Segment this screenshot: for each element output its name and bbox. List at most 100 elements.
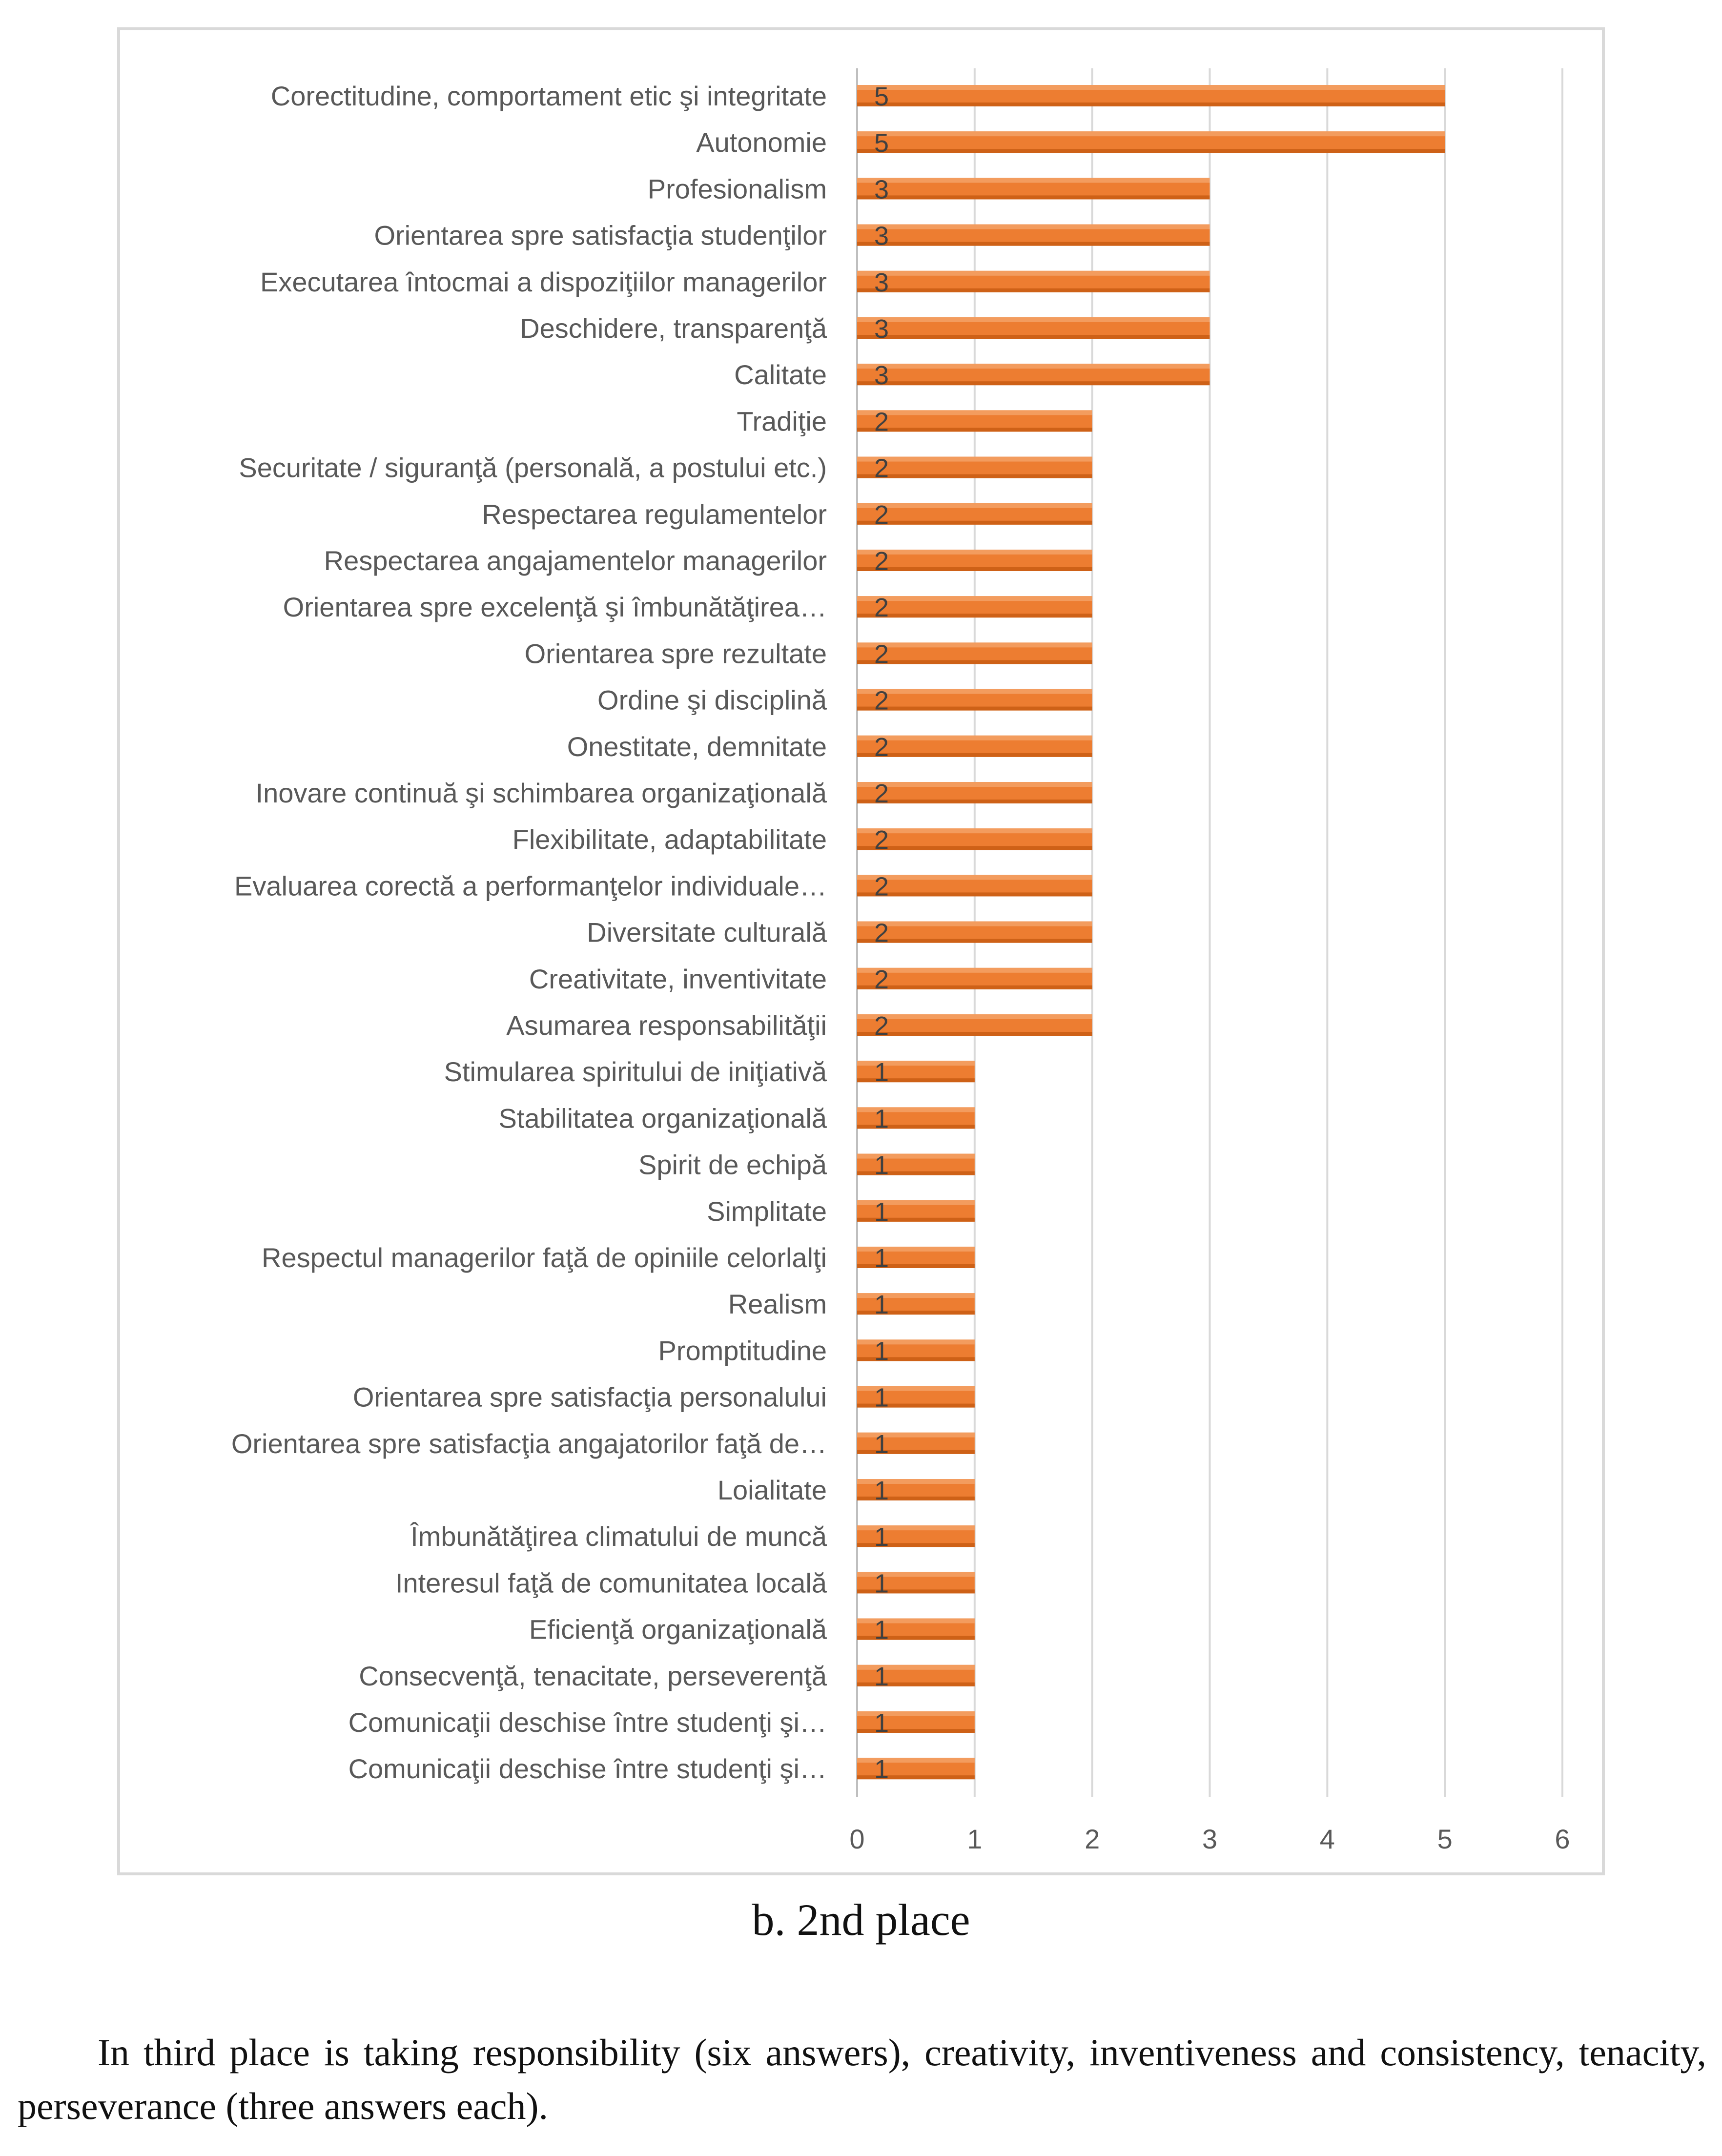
bar-group	[857, 1525, 975, 1547]
bar-group	[857, 875, 1092, 897]
bar-highlight	[857, 1293, 975, 1298]
bar-group	[857, 967, 1092, 989]
bar-shadow	[857, 800, 1092, 803]
bar-highlight	[857, 967, 1092, 973]
bar-highlight	[857, 875, 1092, 880]
category-label: Eficienţă organizaţională	[529, 1614, 827, 1645]
data-label: 1	[874, 1336, 889, 1366]
bar-highlight	[857, 1432, 975, 1437]
bar-shadow	[857, 660, 1092, 664]
data-label: 1	[874, 1290, 889, 1319]
bar-shadow	[857, 195, 1210, 200]
data-label: 1	[874, 1197, 889, 1227]
bar-highlight	[857, 1711, 975, 1716]
bar-chart: Corectitudine, comportament etic şi inte…	[231, 68, 1570, 1854]
bar-highlight	[857, 410, 1092, 415]
data-label: 2	[874, 779, 889, 808]
bar-group	[857, 921, 1092, 943]
bar-group	[857, 178, 1210, 200]
bar-group	[857, 596, 1092, 618]
bar-shadow	[857, 939, 1092, 943]
category-label: Loialitate	[718, 1475, 827, 1505]
bar-highlight	[857, 1339, 975, 1345]
bar-group	[857, 1664, 975, 1686]
bar-shadow	[857, 1264, 975, 1268]
bar-group	[857, 1014, 1092, 1036]
bar-group	[857, 1200, 975, 1222]
category-label: Respectul managerilor faţă de opiniile c…	[262, 1242, 827, 1273]
category-label: Spirit de echipă	[638, 1150, 827, 1180]
bar-shadow	[857, 1450, 975, 1454]
data-label: 2	[874, 965, 889, 994]
category-label: Autonomie	[696, 127, 827, 158]
bar-highlight	[857, 317, 1210, 322]
bar-group	[857, 689, 1092, 711]
data-label: 2	[874, 454, 889, 483]
bar-shadow	[857, 753, 1092, 757]
bar-group	[857, 1758, 975, 1780]
data-label: 1	[874, 1244, 889, 1273]
bar-shadow	[857, 1682, 975, 1686]
bar-group	[857, 1293, 975, 1315]
bar-shadow	[857, 1125, 975, 1129]
bar-group	[857, 317, 1210, 339]
bar-group	[857, 1711, 975, 1733]
x-tick-label: 1	[967, 1824, 982, 1854]
bar-group	[857, 1107, 975, 1129]
bar-shadow	[857, 985, 1092, 989]
bar-shadow	[857, 1543, 975, 1547]
category-label: Orientarea spre satisfacţia personalului	[353, 1382, 827, 1413]
data-label: 1	[874, 1708, 889, 1738]
bar-shadow	[857, 1171, 975, 1175]
bar-shadow	[857, 474, 1092, 478]
data-label: 2	[874, 733, 889, 762]
category-label: Calitate	[734, 359, 827, 390]
bar-shadow	[857, 1078, 975, 1083]
bar-shadow	[857, 846, 1092, 850]
bar-highlight	[857, 1200, 975, 1205]
category-label: Evaluarea corectă a performanţelor indiv…	[234, 870, 827, 901]
bar-highlight	[857, 921, 1092, 926]
bar-shadow	[857, 706, 1092, 711]
data-label: 5	[874, 82, 889, 111]
bar-highlight	[857, 735, 1092, 740]
category-label: Corectitudine, comportament etic şi inte…	[271, 81, 827, 111]
bar-highlight	[857, 178, 1210, 183]
bar-highlight	[857, 1479, 975, 1484]
category-label: Flexibilitate, adaptabilitate	[512, 824, 827, 855]
data-label: 1	[874, 1755, 889, 1784]
bar-shadow	[857, 1403, 975, 1408]
bar-shadow	[857, 892, 1092, 897]
data-label: 3	[874, 175, 889, 204]
data-label: 2	[874, 825, 889, 855]
bar-shadow	[857, 1032, 1092, 1036]
bar-highlight	[857, 1758, 975, 1763]
bar-highlight	[857, 1153, 975, 1159]
data-label: 3	[874, 268, 889, 297]
bar-group	[857, 410, 1092, 432]
bar-group	[857, 364, 1210, 386]
bar-group	[857, 1061, 975, 1083]
bar-group	[857, 131, 1445, 153]
bar-shadow	[857, 428, 1092, 432]
category-label: Consecvenţă, tenacitate, perseverenţă	[359, 1661, 827, 1691]
category-label: Realism	[728, 1289, 827, 1319]
bar-shadow	[857, 242, 1210, 246]
data-label: 3	[874, 361, 889, 390]
category-label: Interesul faţă de comunitatea locală	[395, 1567, 827, 1598]
data-label: 1	[874, 1476, 889, 1505]
data-label: 2	[874, 919, 889, 948]
bar-highlight	[857, 364, 1210, 369]
data-label: 2	[874, 547, 889, 576]
bar-highlight	[857, 782, 1092, 787]
data-label: 2	[874, 593, 889, 622]
bar-shadow	[857, 335, 1210, 339]
bar-shadow	[857, 103, 1445, 106]
bar-shadow	[857, 520, 1092, 525]
bar-shadow	[857, 149, 1445, 153]
bar-group	[857, 828, 1092, 850]
bar-group	[857, 270, 1210, 292]
bar-highlight	[857, 1014, 1092, 1019]
bar-highlight	[857, 131, 1445, 137]
data-label: 1	[874, 1104, 889, 1133]
